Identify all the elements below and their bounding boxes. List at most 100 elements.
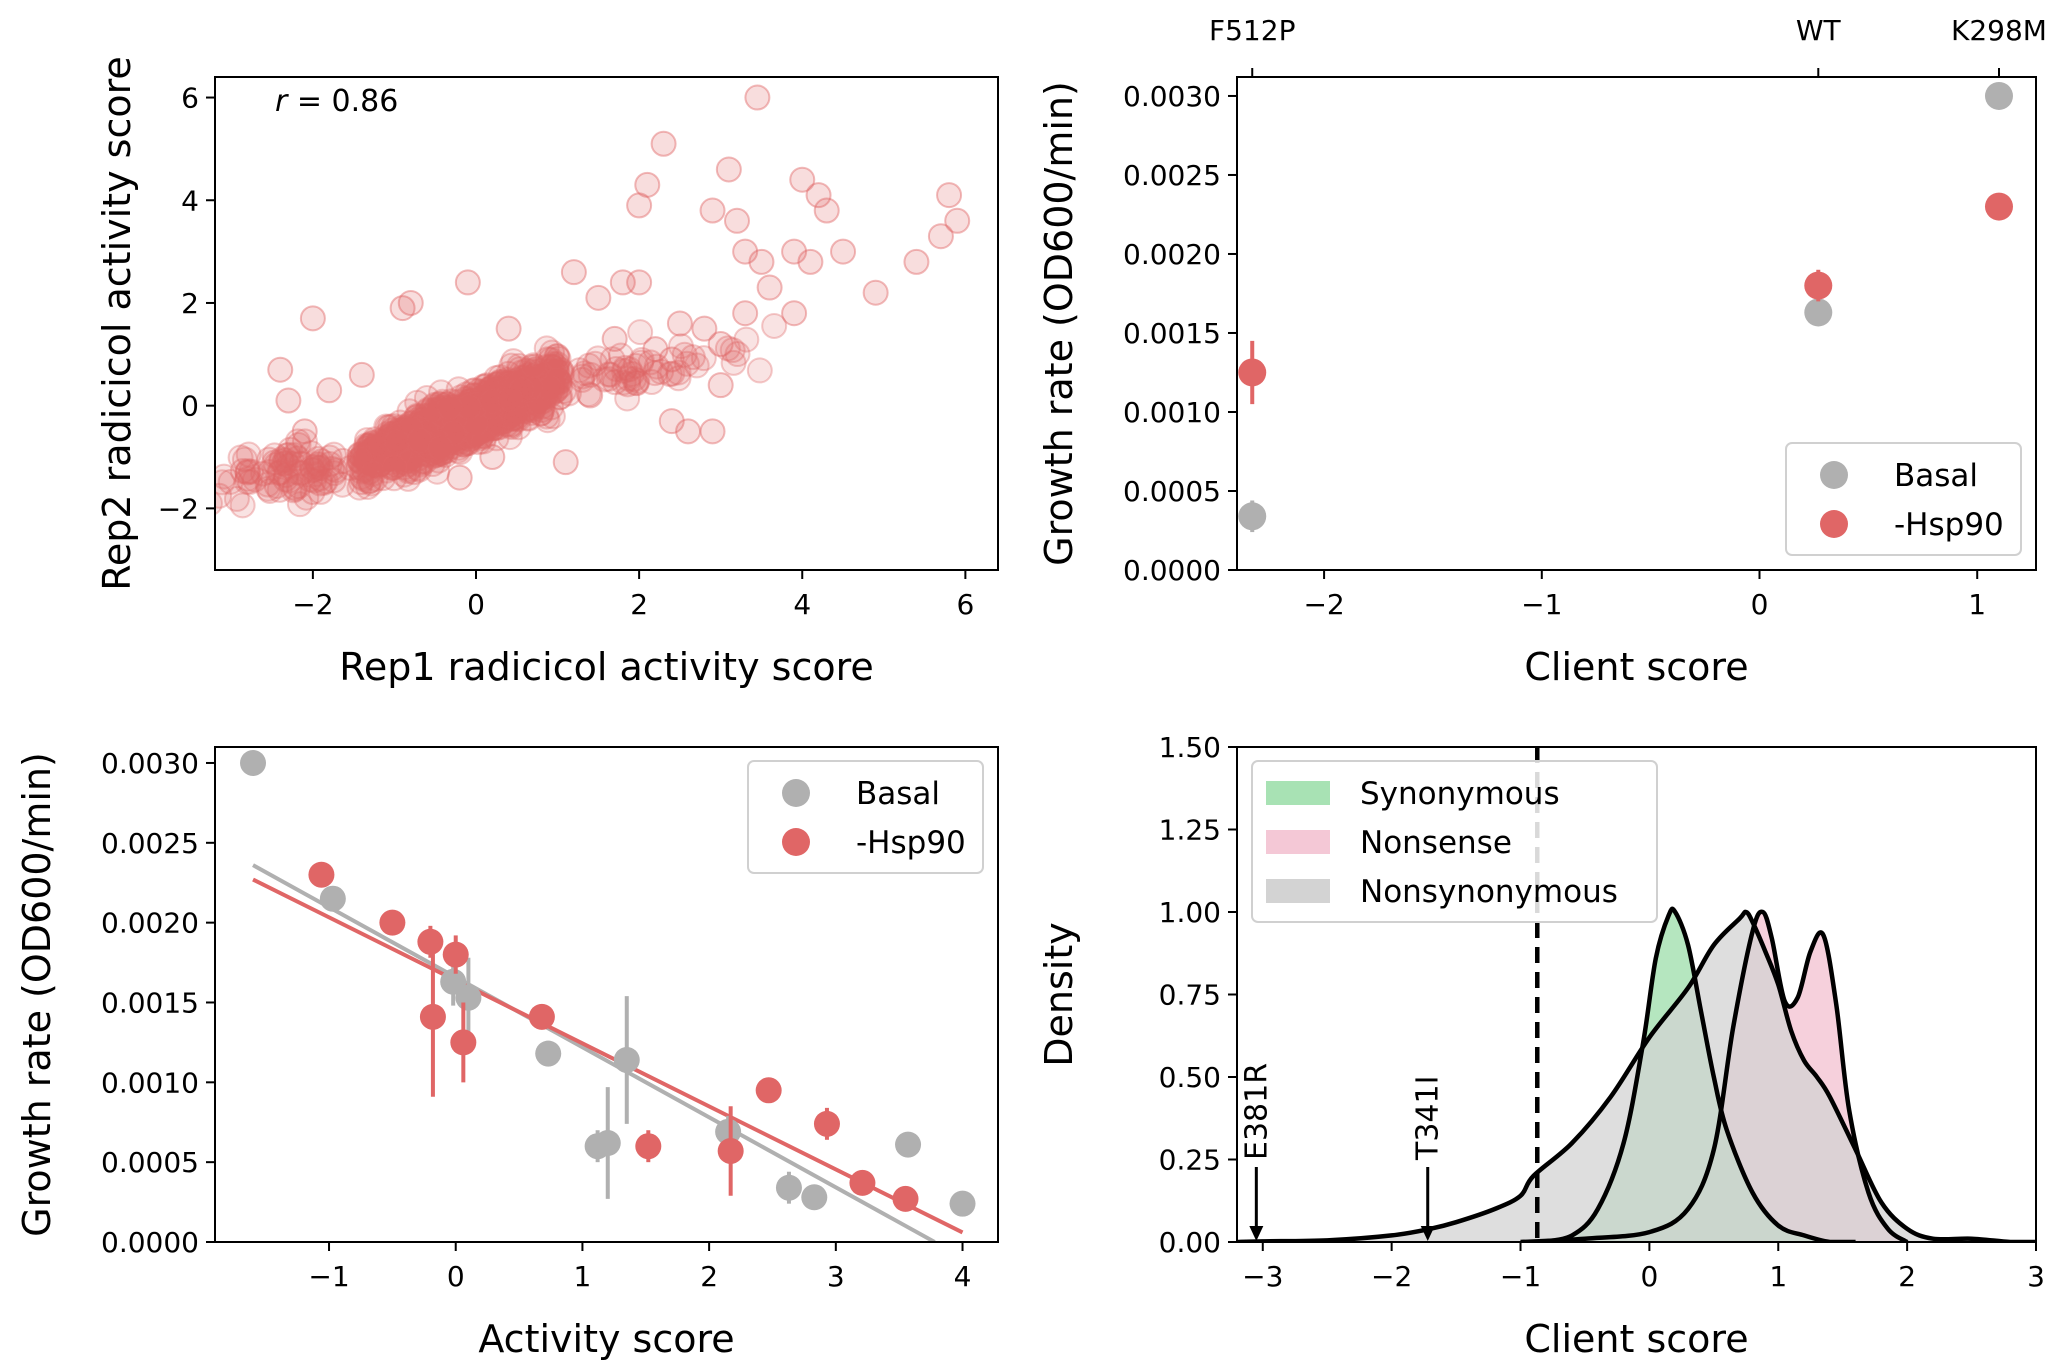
data-point	[448, 403, 475, 430]
data-point	[524, 388, 551, 415]
data-point	[489, 392, 516, 419]
data-point	[433, 391, 460, 418]
data-point	[456, 393, 483, 420]
data-point	[320, 441, 347, 468]
data-point	[433, 418, 460, 445]
panel-top-right: −2 −1 0 1 0.0000 0.0005 0.0010 0.0015 0.0020 0.00…	[1037, 14, 2047, 689]
data-point	[396, 428, 423, 455]
data-point	[348, 449, 375, 476]
data-point	[478, 394, 505, 421]
data-point	[539, 370, 566, 397]
data-point	[478, 396, 505, 423]
data-point	[409, 429, 436, 456]
data-point	[441, 414, 468, 441]
data-point	[503, 381, 530, 408]
y-axis-label: Growth rate (OD600/min)	[1037, 81, 1081, 566]
data-point	[422, 416, 449, 443]
data-point	[571, 360, 598, 387]
data-point	[423, 412, 450, 439]
x-tick-label: 4	[793, 588, 811, 621]
data-point	[461, 390, 488, 417]
y-tick-label: 0.0005	[1123, 475, 1221, 508]
data-point	[454, 269, 481, 296]
data-point	[433, 438, 460, 465]
panel-top-left: −2 0 2 4 6 −2 0 2 4 6 Rep1 radicicol activity scor…	[95, 56, 999, 689]
x-tick-label: 2	[630, 588, 648, 621]
data-point	[464, 402, 491, 429]
data-point	[509, 378, 536, 405]
data-point	[281, 474, 308, 501]
data-point	[391, 437, 418, 464]
data-point	[656, 361, 683, 388]
data-point	[892, 1185, 919, 1212]
data-point	[409, 436, 436, 463]
data-point	[369, 445, 396, 472]
data-point	[426, 423, 453, 450]
data-point	[460, 399, 487, 426]
data-point	[237, 468, 264, 495]
x-tick-label: −1	[1521, 588, 1562, 621]
data-point	[485, 385, 512, 412]
data-point	[496, 387, 523, 414]
data-point	[643, 353, 670, 380]
data-point	[473, 397, 500, 424]
data-point	[397, 426, 424, 453]
data-point	[433, 391, 460, 418]
data-point	[501, 379, 528, 406]
marker-label: E381R	[1239, 1063, 1274, 1160]
data-point	[461, 405, 488, 432]
data-point	[480, 401, 507, 428]
data-point	[442, 397, 469, 424]
data-point	[458, 387, 485, 414]
data-point	[279, 450, 306, 477]
data-point	[425, 419, 452, 446]
data-point	[355, 441, 382, 468]
data-point	[442, 425, 469, 452]
data-point	[521, 392, 548, 419]
data-point	[302, 453, 329, 480]
data-point	[482, 388, 509, 415]
data-point	[488, 393, 515, 420]
data-point	[453, 417, 480, 444]
data-point	[255, 475, 282, 502]
data-point	[520, 395, 547, 422]
data-point	[450, 431, 477, 458]
data-point	[463, 406, 490, 433]
data-point	[546, 368, 573, 395]
data-point	[391, 438, 418, 465]
data-point	[448, 405, 475, 432]
data-point	[469, 420, 496, 447]
data-point	[543, 343, 570, 370]
data-point	[467, 402, 494, 429]
data-point	[422, 420, 449, 447]
data-point	[499, 405, 526, 432]
data-point	[395, 456, 422, 483]
data-point	[417, 425, 444, 452]
data-point	[622, 352, 649, 379]
data-point	[481, 381, 508, 408]
data-point	[414, 414, 441, 441]
y-tick-label: 0.0025	[1123, 159, 1221, 192]
data-point	[471, 412, 498, 439]
data-point	[415, 441, 442, 468]
data-point	[395, 441, 422, 468]
data-point	[462, 404, 489, 431]
data-point	[417, 420, 444, 447]
data-point	[329, 447, 356, 474]
data-point	[414, 396, 441, 423]
legend-swatch	[1266, 781, 1330, 805]
data-point	[486, 414, 513, 441]
data-point	[504, 397, 531, 424]
data-point	[291, 418, 318, 445]
data-point	[477, 404, 504, 431]
data-point	[415, 415, 442, 442]
data-point	[460, 382, 487, 409]
data-point	[416, 423, 443, 450]
data-point	[477, 410, 504, 437]
data-point	[537, 358, 564, 385]
x-tick-label: 6	[956, 588, 974, 621]
data-point	[275, 387, 302, 414]
data-point	[481, 377, 508, 404]
data-point	[424, 458, 451, 485]
data-point	[462, 398, 489, 425]
